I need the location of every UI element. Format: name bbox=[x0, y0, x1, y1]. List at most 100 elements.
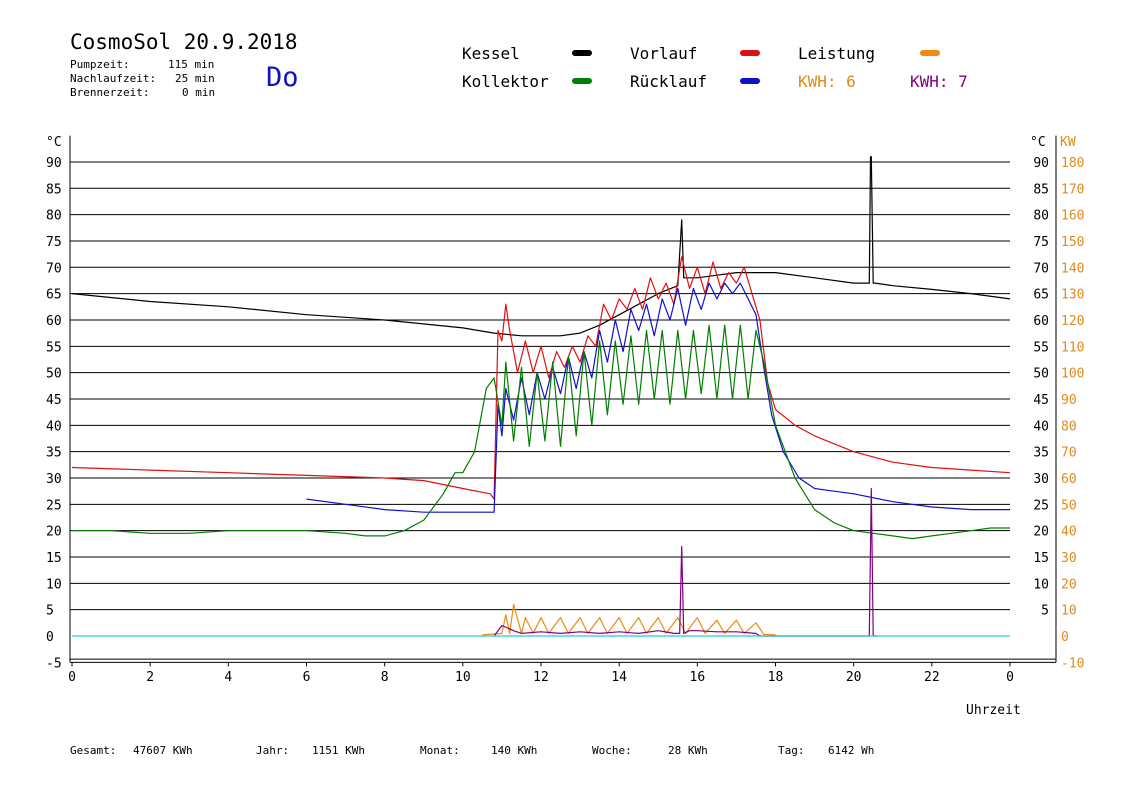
y-tick-right-90: 90 bbox=[1033, 156, 1049, 171]
kw-tick-40: 40 bbox=[1061, 525, 1077, 540]
y-tick-right-70: 70 bbox=[1033, 261, 1049, 276]
y-tick-right-75: 75 bbox=[1033, 235, 1049, 250]
kw-tick-160: 160 bbox=[1061, 209, 1084, 224]
x-tick-3: 6 bbox=[303, 670, 311, 685]
y-tick-left-10: 10 bbox=[46, 577, 62, 592]
legend-leistung-swatch bbox=[920, 50, 940, 56]
kw-tick-150: 150 bbox=[1061, 235, 1084, 250]
y-tick-left-65: 65 bbox=[46, 288, 62, 303]
y-tick-left-5: 5 bbox=[46, 604, 54, 619]
stat-pumpzeit-value: 115 min bbox=[168, 58, 215, 71]
kw-tick-70: 70 bbox=[1061, 446, 1077, 461]
y-tick-left-0: 0 bbox=[46, 630, 54, 645]
footer-jahr-label: Jahr: bbox=[256, 744, 290, 757]
footer-monat-label: Monat: bbox=[420, 744, 460, 757]
y-tick-right-20: 20 bbox=[1033, 525, 1049, 540]
kw-tick-10: 10 bbox=[1061, 604, 1077, 619]
stat-nachlaufzeit-label: Nachlaufzeit: bbox=[70, 72, 157, 85]
footer-tag-label: Tag: bbox=[778, 744, 805, 757]
y-tick-left-25: 25 bbox=[46, 498, 62, 513]
y-label-left: °C bbox=[46, 135, 62, 150]
kw-tick--10: -10 bbox=[1061, 656, 1084, 671]
legend-vorlauf-swatch bbox=[740, 50, 760, 56]
x-tick-0: 0 bbox=[68, 670, 76, 685]
series-line-vorlauf bbox=[71, 256, 1011, 500]
y-tick-right-60: 60 bbox=[1033, 314, 1049, 329]
x-tick-2: 4 bbox=[224, 670, 232, 685]
x-tick-10: 20 bbox=[846, 670, 862, 685]
y-tick-right-55: 55 bbox=[1033, 340, 1049, 355]
y-tick-left-50: 50 bbox=[46, 367, 62, 382]
legend-kollektor-swatch bbox=[572, 78, 592, 84]
y-tick-left-90: 90 bbox=[46, 156, 62, 171]
legend-leistung-label: Leistung bbox=[798, 44, 876, 63]
series-line-kwh_purple bbox=[493, 487, 878, 637]
kw-tick-0: 0 bbox=[1061, 630, 1069, 645]
y-tick-left-80: 80 bbox=[46, 209, 62, 224]
kw-tick-170: 170 bbox=[1061, 182, 1084, 197]
y-tick-left-20: 20 bbox=[46, 525, 62, 540]
x-tick-7: 14 bbox=[611, 670, 627, 685]
y-tick-left--5: -5 bbox=[46, 656, 62, 671]
y-tick-right-5: 5 bbox=[1041, 604, 1049, 619]
x-tick-8: 16 bbox=[690, 670, 706, 685]
y-tick-left-35: 35 bbox=[46, 446, 62, 461]
x-tick-4: 8 bbox=[381, 670, 389, 685]
y-label-right: °C bbox=[1030, 135, 1046, 150]
y-tick-left-85: 85 bbox=[46, 182, 62, 197]
footer-woche-value: 28 KWh bbox=[668, 744, 708, 757]
kw-tick-180: 180 bbox=[1061, 156, 1084, 171]
y-tick-left-75: 75 bbox=[46, 235, 62, 250]
y-tick-right-80: 80 bbox=[1033, 209, 1049, 224]
legend-vorlauf-label: Vorlauf bbox=[630, 44, 698, 63]
series-line-leistung bbox=[482, 603, 776, 636]
footer-monat-value: 140 KWh bbox=[491, 744, 538, 757]
stat-brennerzeit-label: Brennerzeit: bbox=[70, 86, 150, 99]
kw-tick-110: 110 bbox=[1061, 340, 1084, 355]
legend-kollektor-label: Kollektor bbox=[462, 72, 549, 91]
legend-ruecklauf-swatch bbox=[740, 78, 760, 84]
x-tick-11: 22 bbox=[924, 670, 940, 685]
kw-tick-50: 50 bbox=[1061, 498, 1077, 513]
kw-tick-20: 20 bbox=[1061, 577, 1077, 592]
x-tick-12: 0 bbox=[1006, 670, 1014, 685]
legend-kessel-label: Kessel bbox=[462, 44, 520, 63]
x-tick-9: 18 bbox=[768, 670, 784, 685]
y-tick-left-70: 70 bbox=[46, 261, 62, 276]
x-tick-6: 12 bbox=[533, 670, 549, 685]
y-tick-left-60: 60 bbox=[46, 314, 62, 329]
footer-gesamt-label: Gesamt: bbox=[70, 744, 117, 757]
legend-kwh-purple: KWH: 7 bbox=[910, 72, 968, 91]
y-tick-right-30: 30 bbox=[1033, 472, 1049, 487]
kw-tick-120: 120 bbox=[1061, 314, 1084, 329]
y-tick-right-25: 25 bbox=[1033, 498, 1049, 513]
y-tick-right-15: 15 bbox=[1033, 551, 1049, 566]
y-tick-right-85: 85 bbox=[1033, 182, 1049, 197]
stat-pumpzeit-label: Pumpzeit: bbox=[70, 58, 130, 71]
footer-jahr-value: 1151 KWh bbox=[312, 744, 365, 757]
chart-title: CosmoSol 20.9.2018 bbox=[70, 30, 298, 54]
y-tick-left-40: 40 bbox=[46, 419, 62, 434]
weekday-label: Do bbox=[266, 62, 299, 93]
y-tick-left-55: 55 bbox=[46, 340, 62, 355]
kw-tick-140: 140 bbox=[1061, 261, 1084, 276]
y-tick-left-45: 45 bbox=[46, 393, 62, 408]
footer-gesamt-value: 47607 KWh bbox=[133, 744, 193, 757]
x-tick-5: 10 bbox=[455, 670, 471, 685]
stat-nachlaufzeit-value: 25 min bbox=[175, 72, 215, 85]
y-tick-right-65: 65 bbox=[1033, 288, 1049, 303]
x-axis-label: Uhrzeit bbox=[966, 703, 1021, 718]
kw-tick-100: 100 bbox=[1061, 367, 1084, 382]
y-tick-left-15: 15 bbox=[46, 551, 62, 566]
series-line-kessel bbox=[71, 156, 1011, 337]
y-tick-right-50: 50 bbox=[1033, 367, 1049, 382]
y-tick-left-30: 30 bbox=[46, 472, 62, 487]
y-tick-right-10: 10 bbox=[1033, 577, 1049, 592]
legend-kessel-swatch bbox=[572, 50, 592, 56]
series-line-kollektor bbox=[72, 324, 1010, 540]
kw-tick-90: 90 bbox=[1061, 393, 1077, 408]
y-tick-right-40: 40 bbox=[1033, 419, 1049, 434]
kw-tick-80: 80 bbox=[1061, 419, 1077, 434]
stat-brennerzeit-value: 0 min bbox=[182, 86, 216, 99]
